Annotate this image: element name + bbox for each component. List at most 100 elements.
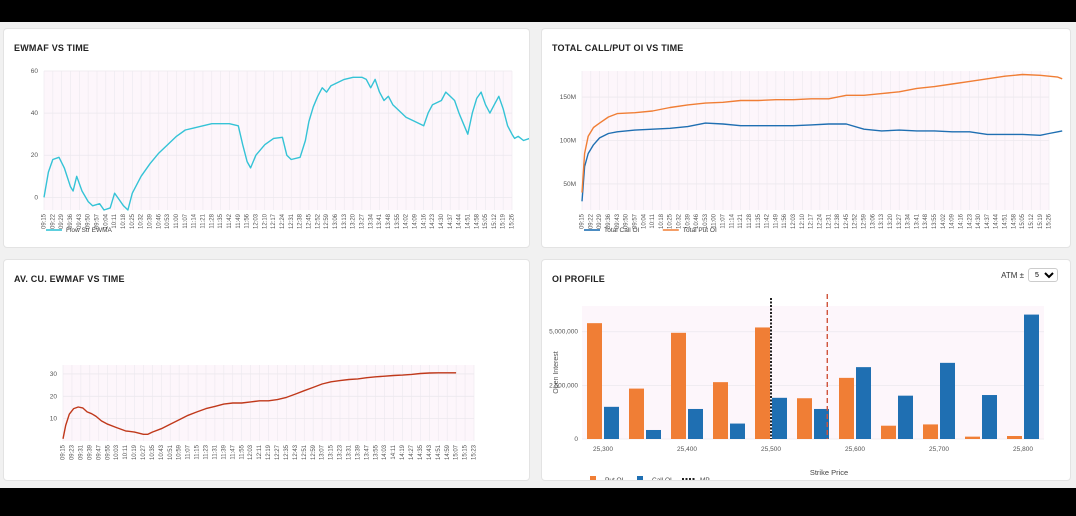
x-tick-label: 09:29 <box>59 213 65 229</box>
y-tick-label: 30 <box>50 371 58 378</box>
x-tick-label: 14:51 <box>436 444 442 460</box>
put-oi-bar <box>671 332 686 439</box>
oiprofile-card: OI PROFILE ATM ± 5 0 2,500,000 5,000,000 25… <box>541 259 1071 481</box>
legend-label: Total Put OI <box>683 227 717 234</box>
x-tick-label: 09:55 <box>105 444 111 460</box>
legend-label: Flow Str EWMA <box>66 227 113 234</box>
x-tick-label: 10:51 <box>168 444 174 460</box>
call-oi-bar <box>982 395 997 439</box>
x-tick-label: 14:23 <box>967 213 973 229</box>
y-tick-label: 20 <box>50 393 58 400</box>
ewmaf-title: EWMAF VS TIME <box>14 43 90 53</box>
x-tick-label: 13:48 <box>923 213 929 229</box>
x-tick-label: 11:35 <box>756 213 762 228</box>
x-tick-label: 13:15 <box>329 444 335 460</box>
x-tick-label: 10:25 <box>130 213 136 229</box>
x-tick-label: 09:36 <box>606 213 612 229</box>
x-tick-label: 10:46 <box>694 213 700 229</box>
x-tick-label: 10:11 <box>112 213 118 228</box>
x-tick-label: 15:23 <box>472 444 478 460</box>
atm-select[interactable]: 5 <box>1028 268 1058 282</box>
x-tick-label: 14:58 <box>1011 213 1017 229</box>
x-tick-label: 14:30 <box>439 213 445 229</box>
x-tick-label: 13:48 <box>386 213 392 229</box>
x-tick-label: 11:42 <box>227 213 233 228</box>
x-tick-label: 11:23 <box>204 444 210 459</box>
call-oi-bar <box>856 367 871 439</box>
series-line-0 <box>62 372 457 439</box>
x-tick-label: 13:06 <box>333 213 339 229</box>
series-line-1 <box>581 73 1063 193</box>
x-tick-label: 15:15 <box>463 444 469 460</box>
x-tick-label: 25,800 <box>1013 446 1033 453</box>
x-tick-label: 14:23 <box>430 213 436 229</box>
y-tick-label: 0 <box>34 194 38 201</box>
x-tick-label: 12:24 <box>280 213 286 229</box>
x-tick-label: 12:59 <box>324 213 330 229</box>
x-tick-label: 10:39 <box>148 213 154 229</box>
x-tick-label: 12:31 <box>289 213 295 229</box>
y-tick-label: 50M <box>563 181 576 188</box>
x-tick-label: 14:35 <box>418 444 424 460</box>
x-tick-label: 10:27 <box>141 444 147 460</box>
y-tick-label: 40 <box>31 110 39 117</box>
x-tick-label: 13:13 <box>342 213 348 229</box>
x-tick-label: 14:30 <box>976 213 982 229</box>
x-tick-label: 12:45 <box>844 213 850 229</box>
x-tick-label: 25,700 <box>929 446 949 453</box>
x-tick-label: 12:52 <box>853 213 859 229</box>
ewmaf-chart: 09:15 09:22 09:29 09:36 09:43 09:50 09:57 10:04… <box>31 68 529 234</box>
x-tick-label: 10:59 <box>177 444 183 460</box>
y-tick-label: 150M <box>560 94 576 101</box>
oiprofile-title: OI PROFILE <box>552 274 606 284</box>
x-tick-label: 11:56 <box>245 213 251 228</box>
x-tick-label: 15:07 <box>454 444 460 460</box>
x-tick-label: 10:46 <box>156 213 162 229</box>
x-tick-label: 13:55 <box>932 213 938 229</box>
x-tick-label: 09:29 <box>597 213 603 229</box>
totaloi-chart: 09:15 09:22 09:29 09:36 09:43 09:50 09:57 10:04… <box>560 71 1063 234</box>
y-tick-label: 100M <box>560 138 576 145</box>
x-tick-label: 15:26 <box>510 213 516 229</box>
x-tick-label: 14:11 <box>391 444 397 459</box>
y-tick-label: 10 <box>50 416 58 423</box>
oiprofile-chart: 0 2,500,000 5,000,000 25,300 25,400 25,500 25,… <box>549 294 1044 480</box>
x-tick-label: 13:47 <box>364 444 370 460</box>
x-tick-label: 11:07 <box>721 213 727 228</box>
x-tick-label: 11:56 <box>782 213 788 228</box>
x-tick-label: 10:19 <box>132 444 138 460</box>
x-tick-label: 11:14 <box>729 213 735 228</box>
x-tick-label: 10:03 <box>114 444 120 460</box>
x-tick-label: 10:04 <box>103 213 109 229</box>
x-tick-label: 12:10 <box>262 213 268 229</box>
series-line-0 <box>581 122 1063 202</box>
x-tick-label: 25,300 <box>593 446 613 453</box>
x-tick-label: 14:43 <box>427 444 433 460</box>
x-tick-label: 09:43 <box>77 213 83 229</box>
x-tick-label: 11:47 <box>230 444 236 459</box>
put-oi-bar <box>713 382 728 439</box>
x-tick-label: 13:06 <box>870 213 876 229</box>
x-tick-label: 13:20 <box>351 213 357 229</box>
y-tick-label: 0 <box>574 436 578 443</box>
x-tick-label: 10:39 <box>685 213 691 229</box>
avcu-card: AV. CU. EWMAF VS TIME 09:15 09:23 09:31 09:… <box>3 259 530 481</box>
call-oi-bar <box>688 408 703 439</box>
x-tick-label: 14:16 <box>958 213 964 229</box>
put-oi-bar <box>797 398 812 439</box>
x-tick-label: 10:25 <box>668 213 674 229</box>
x-tick-label: 10:32 <box>139 213 145 229</box>
x-tick-label: 11:00 <box>712 213 718 228</box>
totaloi-card: TOTAL CALL/PUT OI VS TIME 09:15 09:22 09:2… <box>541 28 1071 248</box>
x-tick-label: 13:07 <box>320 444 326 460</box>
x-tick-label: 11:39 <box>221 444 227 459</box>
x-tick-label: 12:31 <box>826 213 832 229</box>
x-tick-label: 14:27 <box>409 444 415 460</box>
x-tick-label: 12:43 <box>293 444 299 460</box>
x-tick-label: 09:31 <box>78 444 84 460</box>
x-tick-label: 14:51 <box>1003 213 1009 229</box>
x-tick-label: 14:02 <box>404 213 410 229</box>
x-tick-label: 14:09 <box>412 213 418 229</box>
x-tick-label: 10:18 <box>121 213 127 229</box>
x-tick-label: 09:15 <box>42 213 48 229</box>
